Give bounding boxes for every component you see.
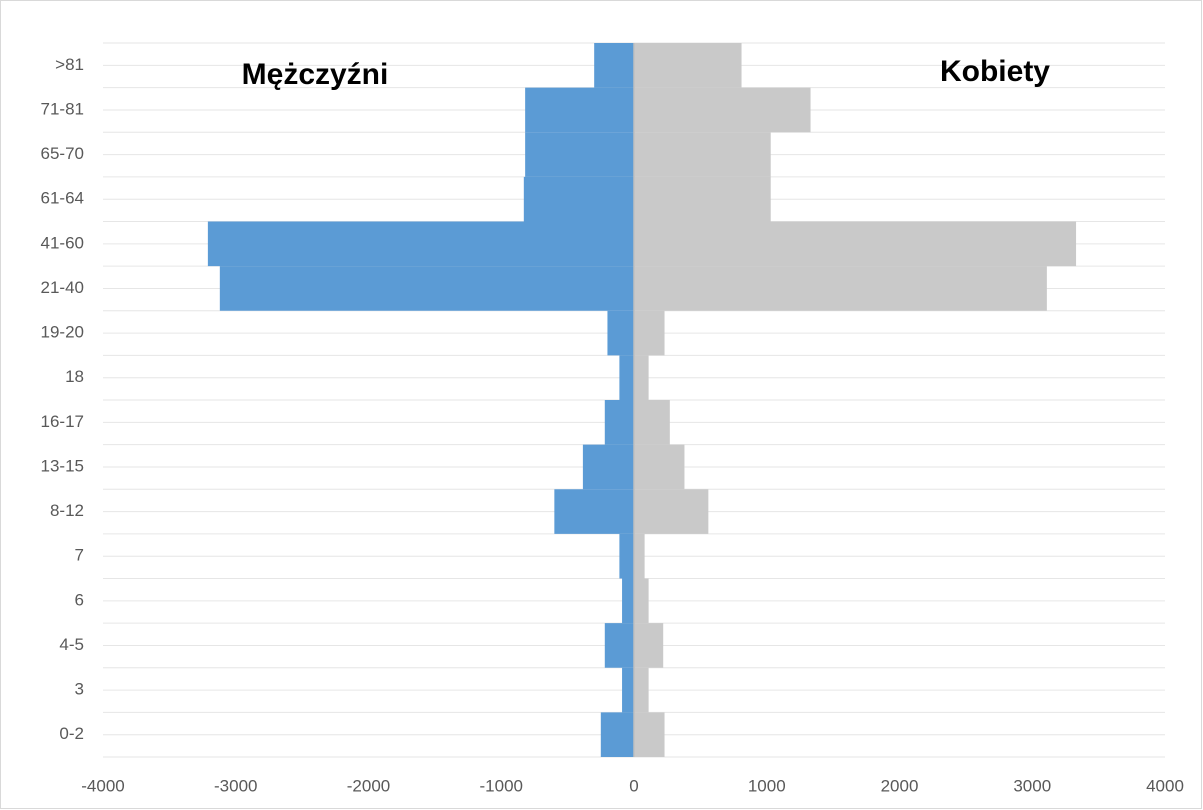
bar xyxy=(634,623,664,668)
y-tick-label: 6 xyxy=(75,590,84,609)
y-tick-label: 65-70 xyxy=(41,144,84,163)
bar xyxy=(619,533,634,579)
bar xyxy=(554,489,634,534)
bar xyxy=(634,221,1077,267)
y-tick-label: 41-60 xyxy=(41,233,84,252)
y-tick-label: 71-81 xyxy=(41,99,84,118)
bar xyxy=(634,132,771,177)
y-tick-label: 21-40 xyxy=(41,278,84,297)
y-tick-label: 18 xyxy=(65,367,84,386)
bar xyxy=(634,578,649,624)
bar xyxy=(622,667,634,713)
y-tick-label: 8-12 xyxy=(50,501,84,520)
bar xyxy=(525,132,634,177)
bar xyxy=(634,43,742,88)
y-tick-label: 16-17 xyxy=(41,412,84,431)
y-tick-label: 0-2 xyxy=(59,724,84,743)
x-tick-label: 4000 xyxy=(1146,776,1184,795)
bar xyxy=(634,712,665,757)
bar xyxy=(634,444,685,490)
annotation-women: Kobiety xyxy=(940,55,1050,88)
x-tick-label: 1000 xyxy=(748,776,786,795)
y-tick-label: 19-20 xyxy=(41,323,84,342)
y-tick-label: 3 xyxy=(75,680,84,699)
x-tick-label: -2000 xyxy=(347,776,390,795)
bar xyxy=(634,400,670,445)
bar xyxy=(634,87,811,133)
axes: >81 71-81 65-70 61-64 41-60 21-40 19-20 18 16-17… xyxy=(41,43,1184,795)
bar xyxy=(619,355,634,400)
y-tick-label: 4-5 xyxy=(59,635,84,654)
bar xyxy=(634,489,709,534)
bar xyxy=(622,578,634,624)
bar xyxy=(634,266,1047,311)
bar xyxy=(607,310,634,356)
x-tick-label: -3000 xyxy=(214,776,257,795)
bar xyxy=(634,355,649,400)
x-tick-label: -4000 xyxy=(81,776,124,795)
x-tick-label: -1000 xyxy=(480,776,523,795)
bar xyxy=(600,712,634,757)
x-tick-label: 2000 xyxy=(881,776,919,795)
bar xyxy=(523,176,634,222)
x-tick-label: 0 xyxy=(629,776,638,795)
bar xyxy=(634,310,665,356)
bar xyxy=(207,221,634,267)
bar xyxy=(634,667,649,713)
y-tick-label: >81 xyxy=(55,55,84,74)
y-tick-label: 13-15 xyxy=(41,456,84,475)
bar xyxy=(525,87,634,133)
annotation-men: Mężczyźni xyxy=(242,58,389,91)
y-tick-label: 7 xyxy=(75,546,84,565)
bar xyxy=(594,43,634,88)
bar xyxy=(582,444,634,490)
y-tick-label: 61-64 xyxy=(41,189,84,208)
bar xyxy=(634,176,771,222)
x-tick-label: 3000 xyxy=(1013,776,1051,795)
bar xyxy=(604,400,634,445)
bars xyxy=(207,43,1077,757)
bar xyxy=(604,623,634,668)
bar xyxy=(634,533,645,579)
bar xyxy=(219,266,634,311)
